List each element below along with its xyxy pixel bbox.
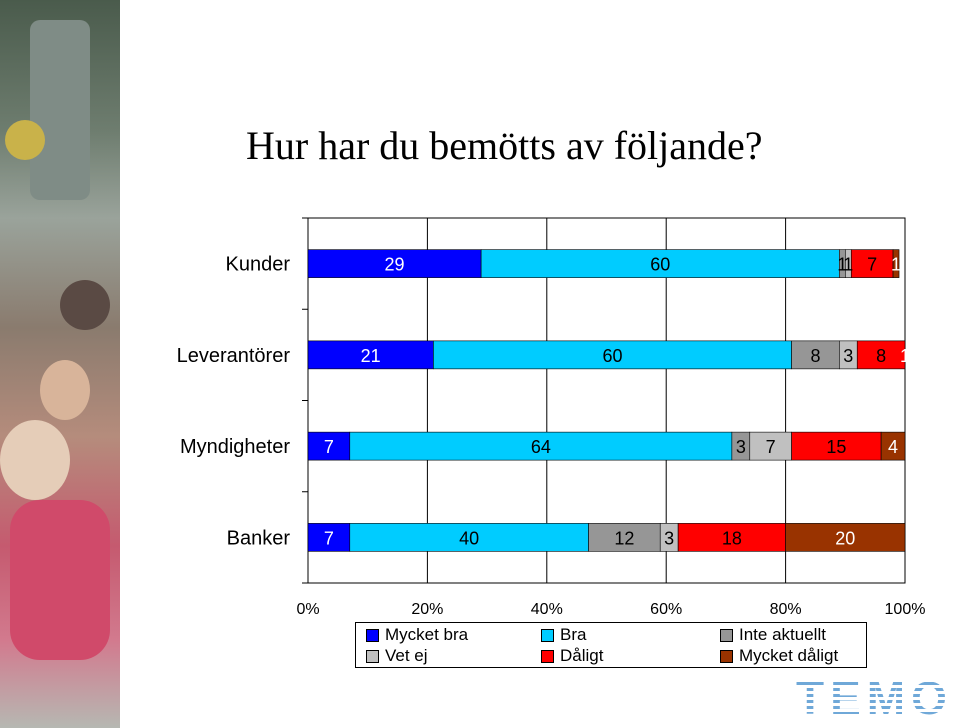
data-label: 1 xyxy=(843,255,853,275)
x-tick-label: 80% xyxy=(770,601,802,618)
data-label: 20 xyxy=(835,528,855,548)
legend-swatch xyxy=(720,649,733,663)
legend-item: Inte aktuellt xyxy=(720,625,826,645)
bar-segment xyxy=(588,523,661,552)
bar-segment xyxy=(856,340,906,370)
bar-segment xyxy=(307,431,351,461)
temo-logo: TEMO xyxy=(796,672,953,724)
bar-segment xyxy=(749,431,792,461)
chart-bars xyxy=(307,249,906,552)
category-label: Leverantörer xyxy=(177,345,291,367)
chart-labels: 0% 20% 40% 60% 80% 100%Kunder 29 60 11 7 1Leverant… xyxy=(177,254,926,618)
legend-item: Vet ej xyxy=(366,646,428,666)
legend-label: Vet ej xyxy=(385,646,428,665)
data-label: 7 xyxy=(766,437,776,457)
bar-segment xyxy=(850,249,894,278)
x-tick-label: 0% xyxy=(296,601,319,618)
legend-swatch xyxy=(541,649,554,663)
legend-label: Dåligt xyxy=(560,646,604,665)
data-label: 3 xyxy=(736,437,746,457)
bar-segment xyxy=(307,340,434,370)
category-label: Kunder xyxy=(226,254,291,276)
data-label: 3 xyxy=(843,346,853,366)
legend-label: Bra xyxy=(560,625,587,644)
data-label: 29 xyxy=(385,255,405,275)
chart-grid xyxy=(302,217,906,584)
data-label: 7 xyxy=(324,437,334,457)
bar-segment xyxy=(785,523,906,552)
data-label: 7 xyxy=(324,528,334,548)
data-label: 60 xyxy=(602,346,622,366)
legend-swatch xyxy=(541,628,554,642)
data-label: 1 xyxy=(891,255,901,275)
bar-segment xyxy=(349,431,733,461)
background-photo xyxy=(0,0,120,728)
legend-swatch xyxy=(366,649,379,663)
data-label: 1 xyxy=(900,346,910,366)
data-label: 21 xyxy=(361,346,381,366)
legend-label: Mycket dåligt xyxy=(739,646,839,665)
data-label: 15 xyxy=(826,437,846,457)
legend-item: Bra xyxy=(541,625,586,645)
data-label: 4 xyxy=(888,437,898,457)
bar-segment xyxy=(791,431,882,461)
data-label: 7 xyxy=(867,255,877,275)
chart-legend: Mycket bra Bra Inte aktuellt Vet ej Dåligt My… xyxy=(355,622,867,668)
x-tick-label: 40% xyxy=(531,601,563,618)
legend-swatch xyxy=(366,628,379,642)
legend-item: Mycket dåligt xyxy=(720,646,838,666)
data-label: 60 xyxy=(650,255,670,275)
bar-segment xyxy=(880,431,906,461)
x-tick-label: 60% xyxy=(650,601,682,618)
data-label: 18 xyxy=(722,528,742,548)
data-label: 40 xyxy=(459,528,479,548)
legend-swatch xyxy=(720,628,733,642)
x-tick-label: 100% xyxy=(885,601,926,618)
legend-item: Dåligt xyxy=(541,646,603,666)
x-tick-label: 20% xyxy=(411,601,443,618)
bar-segment xyxy=(480,249,840,278)
data-label: 64 xyxy=(531,437,551,457)
bar-segment xyxy=(349,523,589,552)
bar-segment xyxy=(791,340,840,370)
data-label: 3 xyxy=(664,528,674,548)
bar-segment xyxy=(892,249,900,278)
data-label: 12 xyxy=(614,528,634,548)
data-label: 8 xyxy=(810,346,820,366)
legend-item: Mycket bra xyxy=(366,625,468,645)
legend-label: Inte aktuellt xyxy=(739,625,826,644)
data-label: 8 xyxy=(876,346,886,366)
bar-segment xyxy=(307,523,351,552)
category-label: Myndigheter xyxy=(180,436,290,458)
page-title: Hur har du bemötts av följande? xyxy=(246,123,763,168)
category-label: Banker xyxy=(227,527,291,549)
data-label: 1 xyxy=(837,255,847,275)
legend-label: Mycket bra xyxy=(385,625,469,644)
bar-segment xyxy=(677,523,786,552)
